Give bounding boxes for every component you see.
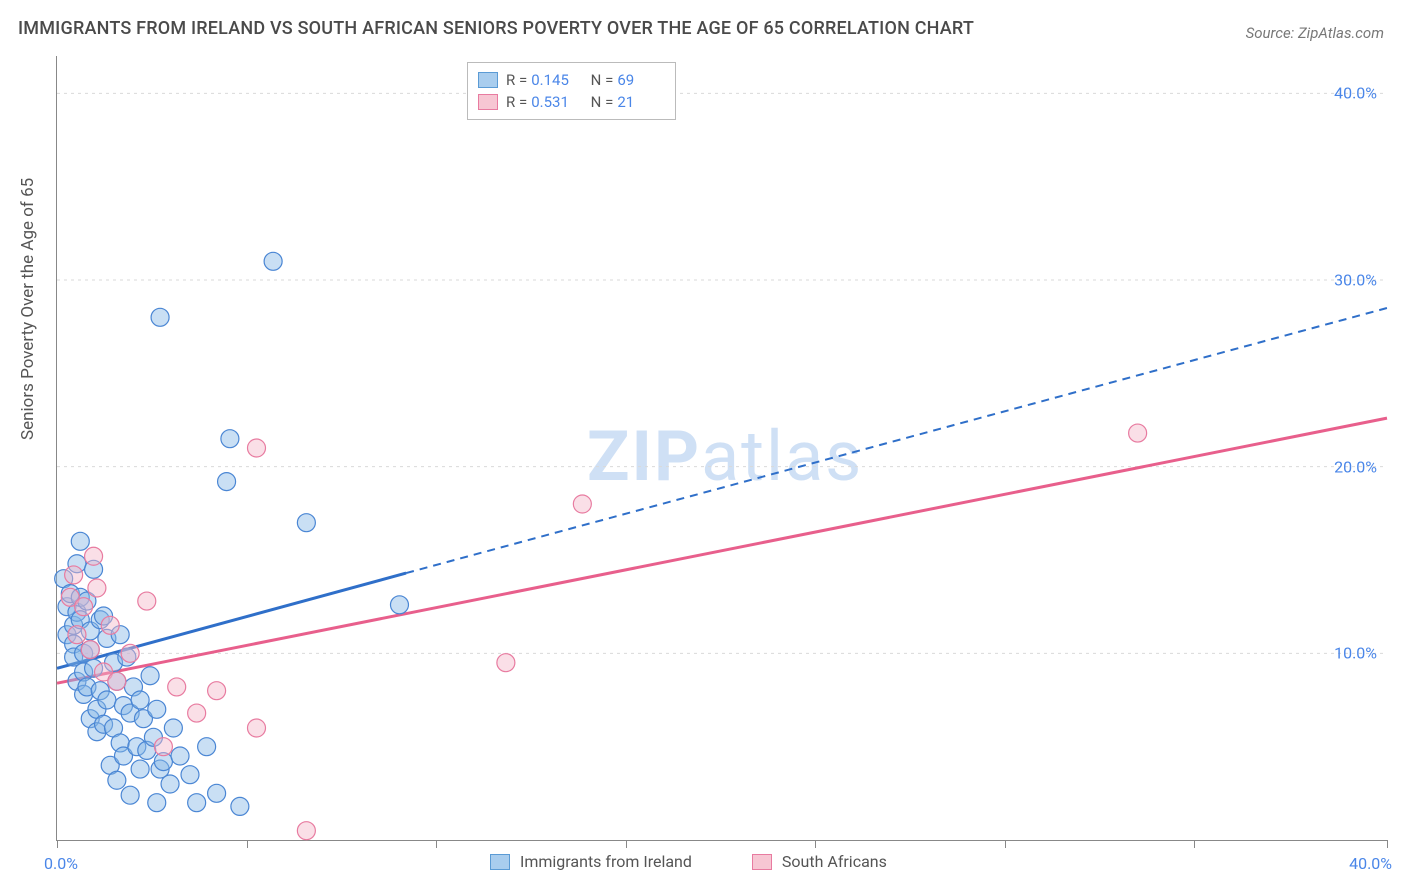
scatter-point-ireland — [71, 532, 89, 550]
n-label: N = — [591, 91, 614, 113]
legend-label-south-africans: South Africans — [782, 852, 887, 871]
x-tick — [57, 840, 58, 848]
x-tick — [1387, 840, 1388, 848]
scatter-point-ireland — [148, 700, 166, 718]
y-tick-label: 30.0% — [1334, 271, 1377, 290]
r-value: 0.531 — [531, 91, 575, 113]
chart-title: IMMIGRANTS FROM IRELAND VS SOUTH AFRICAN… — [18, 18, 974, 39]
source-attribution: Source: ZipAtlas.com — [1246, 24, 1384, 42]
scatter-point-south-africans — [65, 566, 83, 584]
scatter-point-ireland — [121, 786, 139, 804]
chart-container: IMMIGRANTS FROM IRELAND VS SOUTH AFRICAN… — [0, 0, 1406, 892]
x-tick — [626, 840, 627, 848]
scatter-point-ireland — [198, 738, 216, 756]
scatter-point-ireland — [98, 691, 116, 709]
scatter-point-ireland — [171, 747, 189, 765]
scatter-point-south-africans — [573, 495, 591, 513]
r-label: R = — [506, 69, 527, 91]
scatter-point-south-africans — [497, 654, 515, 672]
x-tick — [1005, 840, 1006, 848]
scatter-point-south-africans — [108, 672, 126, 690]
correlation-legend-row-1: R = 0.145 N = 69 — [478, 69, 661, 91]
trend-line-dash-ireland — [406, 308, 1387, 573]
trend-line-south-africans — [57, 418, 1387, 683]
scatter-point-south-africans — [121, 644, 139, 662]
r-value: 0.145 — [531, 69, 575, 91]
correlation-legend: R = 0.145 N = 69 R = 0.531 N = 21 — [467, 62, 676, 120]
scatter-point-ireland — [151, 308, 169, 326]
scatter-point-south-africans — [168, 678, 186, 696]
scatter-point-south-africans — [297, 822, 315, 840]
scatter-point-south-africans — [138, 592, 156, 610]
scatter-point-ireland — [208, 784, 226, 802]
x-tick — [815, 840, 816, 848]
scatter-point-ireland — [188, 794, 206, 812]
scatter-point-south-africans — [248, 439, 266, 457]
correlation-legend-row-2: R = 0.531 N = 21 — [478, 91, 661, 113]
scatter-point-ireland — [181, 766, 199, 784]
scatter-point-south-africans — [85, 547, 103, 565]
legend-swatch-south-africans — [478, 94, 498, 110]
scatter-point-ireland — [131, 691, 149, 709]
scatter-point-south-africans — [81, 641, 99, 659]
scatter-point-ireland — [148, 794, 166, 812]
x-tick — [1194, 840, 1195, 848]
scatter-point-ireland — [141, 667, 159, 685]
scatter-point-ireland — [218, 473, 236, 491]
scatter-point-ireland — [108, 771, 126, 789]
scatter-point-ireland — [164, 719, 182, 737]
x-tick — [247, 840, 248, 848]
y-tick-label: 20.0% — [1334, 457, 1377, 476]
plot-area: ZIPatlas R = 0.145 N = 69 — [56, 56, 1387, 841]
scatter-point-south-africans — [208, 682, 226, 700]
n-value: 69 — [617, 69, 661, 91]
scatter-point-south-africans — [88, 579, 106, 597]
chart-svg — [57, 56, 1387, 840]
n-label: N = — [591, 69, 614, 91]
scatter-point-south-africans — [188, 704, 206, 722]
scatter-point-south-africans — [1129, 424, 1147, 442]
scatter-point-ireland — [161, 775, 179, 793]
scatter-point-ireland — [131, 760, 149, 778]
legend-swatch-south-africans — [752, 854, 772, 870]
n-value: 21 — [617, 91, 661, 113]
series-legend: Immigrants from Ireland South Africans — [490, 852, 887, 871]
x-axis-max-label: 40.0% — [1349, 854, 1392, 873]
x-axis-min-label: 0.0% — [44, 854, 78, 873]
scatter-point-south-africans — [101, 616, 119, 634]
legend-swatch-ireland — [478, 72, 498, 88]
scatter-point-ireland — [297, 514, 315, 532]
scatter-point-south-africans — [68, 626, 86, 644]
scatter-point-south-africans — [154, 738, 172, 756]
scatter-point-south-africans — [248, 719, 266, 737]
y-axis-label: Seniors Poverty Over the Age of 65 — [18, 178, 38, 440]
scatter-point-ireland — [231, 797, 249, 815]
y-tick-label: 10.0% — [1334, 644, 1377, 663]
x-tick — [436, 840, 437, 848]
scatter-point-ireland — [221, 430, 239, 448]
legend-label-ireland: Immigrants from Ireland — [520, 852, 692, 871]
scatter-point-ireland — [264, 252, 282, 270]
legend-swatch-ireland — [490, 854, 510, 870]
scatter-point-south-africans — [75, 598, 93, 616]
r-label: R = — [506, 91, 527, 113]
scatter-point-ireland — [390, 596, 408, 614]
y-tick-label: 40.0% — [1334, 84, 1377, 103]
